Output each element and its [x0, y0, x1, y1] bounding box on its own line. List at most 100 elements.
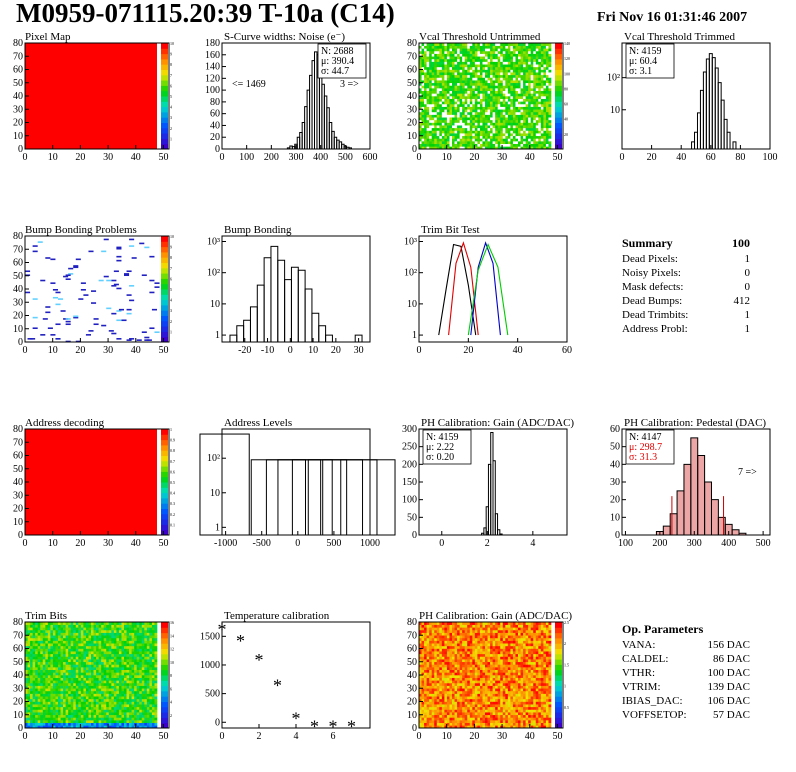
histogram-bar [284, 279, 292, 342]
map-cell [58, 725, 61, 729]
x-tick-label: 20 [75, 538, 85, 549]
map-cell [518, 90, 521, 94]
map-cell [512, 101, 516, 105]
map-cell [73, 645, 77, 649]
map-cell [42, 640, 46, 644]
map-cell [65, 704, 69, 708]
map-cell [548, 74, 552, 78]
map-cell [25, 690, 28, 694]
map-cell [124, 656, 127, 660]
map-cell [101, 629, 104, 633]
map-cell [151, 669, 155, 673]
map-cell [421, 43, 425, 46]
map-cell [421, 69, 425, 73]
map-cell [98, 672, 102, 676]
map-cell [548, 135, 552, 139]
map-cell [469, 80, 473, 84]
map-cell [149, 701, 153, 705]
map-cell [60, 622, 64, 625]
map-cell [149, 682, 153, 686]
map-cell [424, 82, 427, 86]
map-cell [429, 122, 432, 126]
map-cell [75, 722, 79, 726]
map-cell [485, 114, 488, 118]
map-cell [73, 685, 77, 689]
color-scale-label: 2 [170, 319, 172, 324]
map-cell [520, 135, 524, 139]
map-cell [118, 675, 122, 678]
map-cell [83, 696, 87, 700]
map-cell [507, 50, 511, 54]
map-cell [510, 90, 514, 94]
map-cell [111, 672, 115, 676]
map-cell [507, 66, 511, 70]
map-cell [111, 677, 115, 681]
bump-defect [68, 267, 74, 270]
map-cell [528, 50, 531, 54]
map-cell [439, 117, 443, 121]
map-cell [436, 146, 440, 150]
map-cell [467, 127, 471, 131]
y-tick-label: 80 [13, 38, 23, 49]
map-cell [151, 706, 155, 710]
map-cell [121, 714, 125, 718]
map-cell [507, 103, 511, 107]
map-cell [50, 659, 54, 663]
map-cell [530, 93, 534, 97]
map-cell [464, 64, 468, 68]
x-tick-label: 10 [442, 152, 452, 163]
map-cell [535, 58, 539, 62]
map-cell [45, 698, 49, 702]
map-cell [426, 53, 430, 57]
map-cell [449, 77, 453, 81]
map-cell [154, 653, 158, 657]
map-cell [75, 706, 79, 710]
map-cell [446, 82, 450, 86]
map-cell [449, 114, 453, 118]
map-cell [129, 714, 132, 718]
map-cell [495, 72, 498, 76]
map-cell [136, 664, 140, 668]
map-cell [457, 56, 460, 60]
map-cell [68, 701, 71, 705]
map-cell [479, 74, 483, 78]
map-cell [464, 725, 468, 729]
map-cell [96, 712, 99, 716]
map-cell [25, 659, 28, 663]
map-cell [441, 53, 445, 57]
map-cell [441, 722, 445, 726]
map-cell [25, 675, 28, 678]
map-cell [35, 661, 38, 665]
color-scale-cell [555, 701, 562, 708]
map-cell [121, 701, 125, 705]
map-cell [459, 117, 463, 121]
map-cell [535, 146, 539, 150]
map-cell [459, 106, 463, 110]
map-cell [485, 58, 488, 62]
map-cell [485, 48, 488, 52]
map-cell [424, 48, 427, 52]
map-cell [474, 141, 478, 144]
map-cell [530, 119, 534, 123]
map-cell [47, 624, 51, 628]
map-cell [80, 698, 84, 702]
map-cell [116, 635, 120, 639]
map-cell [37, 637, 41, 641]
map-cell [113, 682, 117, 686]
map-cell [32, 701, 36, 705]
map-cell [452, 725, 455, 729]
map-cell [78, 706, 82, 710]
map-cell [40, 706, 44, 710]
map-cell [528, 119, 531, 123]
map-cell [510, 127, 514, 131]
map-cell [42, 685, 46, 689]
map-cell [434, 127, 438, 131]
map-cell [528, 58, 531, 62]
map-cell [540, 48, 544, 52]
map-cell [88, 627, 92, 631]
map-cell [80, 677, 84, 681]
map-cell [52, 664, 56, 668]
color-scale-cell [555, 58, 562, 65]
map-cell [98, 701, 102, 705]
map-cell [495, 74, 498, 78]
